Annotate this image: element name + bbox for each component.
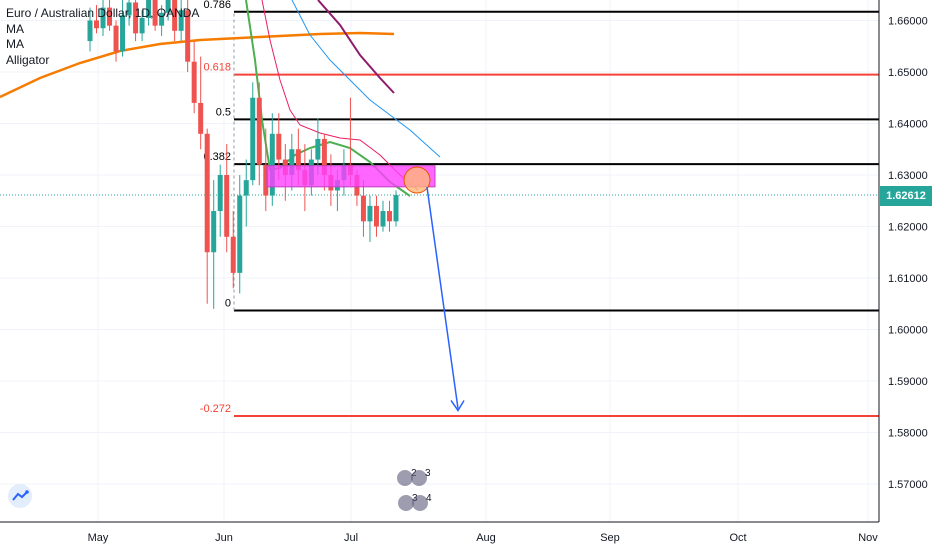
y-tick-label: 1.57000 — [888, 479, 928, 491]
projection-arrow — [426, 186, 459, 409]
candle-body — [250, 97, 256, 181]
x-tick-label: Aug — [476, 532, 496, 544]
candle-body — [159, 12, 165, 26]
candle-body — [269, 133, 275, 196]
legend-alligator[interactable]: Alligator — [6, 52, 50, 67]
moving-average-short — [317, 0, 395, 94]
candle-body — [146, 0, 152, 18]
grid-lines — [0, 0, 879, 522]
target-circle — [403, 166, 431, 194]
fib-level-label: 0.382 — [203, 151, 231, 163]
candle-body — [178, 10, 184, 31]
candle-body — [133, 2, 139, 34]
x-tick-label: Jun — [215, 532, 233, 544]
candle-body — [321, 138, 327, 175]
candle-body — [94, 20, 100, 29]
candle-body — [276, 133, 282, 160]
y-tick-label: 1.58000 — [888, 428, 928, 440]
candle-body — [204, 133, 210, 253]
candle-body — [172, 0, 178, 31]
moving-average-long — [0, 31, 395, 99]
candle-body — [198, 102, 204, 134]
candle-body — [107, 7, 113, 26]
candle-body — [165, 0, 171, 13]
candle-body — [211, 211, 217, 253]
candle-body — [315, 138, 321, 160]
candle-body — [87, 20, 93, 42]
candle-body — [139, 17, 145, 34]
candle-body — [295, 149, 301, 170]
candle-body — [126, 2, 132, 16]
user-drawings[interactable]: 2334 — [266, 165, 465, 511]
candle-body — [393, 195, 399, 222]
y-tick-label: 1.62000 — [888, 222, 928, 234]
x-tick-label: May — [88, 532, 109, 544]
fib-level-label: 0.786 — [203, 0, 231, 11]
candle-body — [224, 175, 230, 237]
fib-level-label: 0 — [225, 297, 231, 309]
y-tick-label: 1.61000 — [888, 273, 928, 285]
fib-level-label: 0.618 — [203, 62, 231, 74]
annotation-badge — [398, 495, 414, 511]
symbol-title[interactable]: Euro / Australian Dollar, 1D, OANDA — [6, 6, 200, 20]
resistance-zone — [266, 165, 436, 188]
candle-body — [185, 10, 191, 62]
annotation-label: 3 — [425, 468, 431, 479]
annotation-badge — [412, 495, 428, 511]
fib-level-label: -0.272 — [200, 403, 231, 415]
x-tick-label: Nov — [858, 532, 878, 544]
alligator-teeth — [261, 0, 419, 191]
legend-ma-1[interactable]: MA — [6, 21, 24, 36]
candle-body — [237, 195, 243, 273]
candle-body — [243, 180, 249, 196]
fib-level-label: 0.5 — [216, 106, 231, 118]
candle-body — [191, 61, 197, 103]
candle-body — [263, 164, 269, 196]
y-tick-label: 1.64000 — [888, 119, 928, 131]
fibonacci-retracement[interactable]: 0.786 0.618 0.5 0.382 0 -0.272 — [200, 0, 879, 418]
x-tick-label: Oct — [729, 532, 746, 544]
legend-ma-2[interactable]: MA — [6, 37, 24, 51]
candle-body — [367, 205, 373, 222]
candle-body — [386, 211, 392, 222]
y-tick-label: 1.60000 — [888, 325, 928, 337]
annotation-badge — [411, 470, 427, 486]
x-tick-label: Sep — [600, 532, 620, 544]
projection-arrowhead — [450, 400, 465, 412]
chart-legend: Euro / Australian Dollar, 1D, OANDA MA M… — [6, 6, 199, 68]
candle-body — [113, 25, 119, 52]
x-tick-label: Jul — [344, 532, 358, 544]
annotation-badge — [397, 470, 413, 486]
candle-body — [289, 149, 295, 175]
y-tick-label: 1.66000 — [888, 16, 928, 28]
annotation-label: 4 — [426, 493, 432, 504]
candle-body — [100, 7, 106, 29]
candle-body — [217, 175, 223, 212]
y-tick-label: 1.65000 — [888, 67, 928, 79]
candle-body — [256, 97, 262, 165]
candle-body — [373, 205, 379, 227]
candle-body — [380, 211, 386, 227]
candle-body — [120, 15, 126, 52]
y-tick-label: 1.63000 — [888, 170, 928, 182]
candle-body — [360, 195, 366, 222]
tradingview-logo-icon[interactable] — [8, 484, 32, 508]
y-tick-label: 1.59000 — [888, 376, 928, 388]
alligator-jaw — [291, 0, 441, 158]
candle-body — [230, 236, 236, 273]
last-price-tag: 1.62612 — [880, 186, 932, 206]
candle-body — [152, 0, 158, 26]
